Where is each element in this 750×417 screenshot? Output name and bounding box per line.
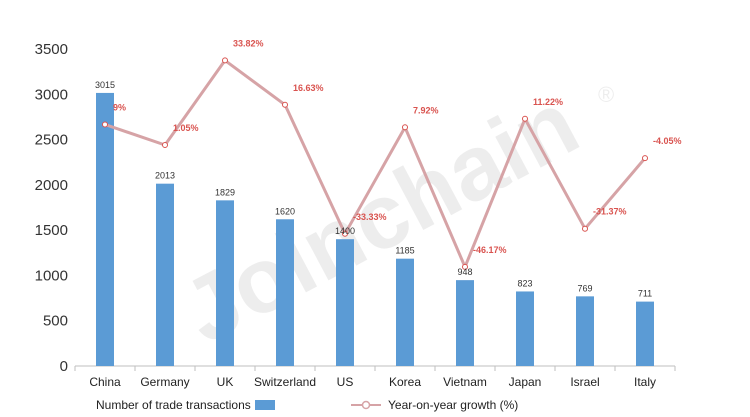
growth-label-7: 11.22%: [533, 97, 563, 107]
legend-label-line: Year-on-year growth (%): [388, 398, 518, 412]
bar-8: [576, 296, 594, 366]
y-tick-label-7: 3500: [35, 41, 68, 58]
growth-point-4: [342, 230, 348, 237]
growth-label-0: 9%: [113, 102, 126, 112]
bar-9: [636, 301, 654, 366]
growth-label-4: -33.33%: [353, 212, 387, 222]
bar-5: [396, 258, 414, 366]
bar-0: [96, 92, 114, 367]
growth-label-6: -46.17%: [473, 245, 507, 255]
growth-point-2: [222, 57, 228, 64]
watermark-registered-mark: ®: [598, 82, 614, 107]
growth-label-2: 33.82%: [233, 38, 264, 48]
bars-layer: [96, 92, 654, 367]
growth-point-1: [162, 142, 168, 149]
bar-label-0: 3015: [95, 80, 115, 90]
growth-point-9: [642, 155, 648, 162]
bar-label-1: 2013: [155, 171, 175, 181]
bar-1: [156, 183, 174, 366]
x-tick-label-2: UK: [217, 375, 234, 389]
growth-point-7: [522, 115, 528, 122]
legend: Number of trade transactions Year-on-yea…: [96, 398, 518, 412]
x-tick-label-0: China: [89, 375, 121, 389]
y-tick-label-4: 2000: [35, 177, 68, 194]
bar-label-9: 711: [638, 289, 652, 299]
axis-layer: 0 500 1000 1500 2000 2500 3000 3500 China Germany…: [35, 41, 676, 389]
legend-label-bars: Number of trade transactions: [96, 398, 251, 412]
x-tick-label-5: Korea: [389, 375, 421, 389]
bar-7: [516, 291, 534, 366]
y-tick-label-0: 0: [60, 358, 68, 375]
x-tick-label-8: Israel: [570, 375, 599, 389]
bar-3: [276, 219, 294, 366]
growth-point-5: [402, 124, 408, 131]
bar-label-4: 1400: [335, 226, 355, 236]
growth-label-5: 7.92%: [413, 105, 439, 115]
legend-swatch-marker: [361, 400, 371, 410]
y-tick-label-6: 3000: [35, 86, 68, 103]
x-tick-label-4: US: [337, 375, 354, 389]
y-tick-label-1: 500: [43, 313, 68, 330]
growth-label-8: -31.37%: [593, 207, 627, 217]
x-tick-label-7: Japan: [509, 375, 542, 389]
growth-label-1: 1.05%: [173, 123, 199, 133]
bar-4: [336, 239, 354, 366]
growth-label-9: -4.05%: [653, 136, 682, 146]
bar-label-6: 948: [457, 267, 472, 277]
bar-2: [216, 200, 234, 366]
bar-label-7: 823: [517, 278, 532, 288]
growth-point-0: [102, 121, 108, 128]
bar-label-2: 1829: [215, 187, 235, 197]
growth-point-8: [582, 225, 588, 232]
line-layer: [102, 57, 648, 270]
growth-point-3: [282, 101, 288, 108]
growth-point-6: [462, 263, 468, 270]
bar-label-8: 769: [577, 283, 592, 293]
labels-layer: 3015 2013 1829 1620 1400 1185 948 823 769 711 9% 1.…: [95, 38, 682, 298]
bar-label-5: 1185: [395, 246, 414, 256]
bar-label-3: 1620: [275, 206, 295, 216]
y-tick-label-2: 1000: [35, 267, 68, 284]
legend-swatch-bars: [255, 400, 275, 410]
growth-line: [104, 58, 647, 269]
x-tick-label-9: Italy: [634, 375, 656, 389]
y-tick-label-3: 1500: [35, 222, 68, 239]
x-tick-label-6: Vietnam: [443, 375, 487, 389]
y-tick-label-5: 2500: [35, 132, 68, 149]
growth-label-3: 16.63%: [293, 83, 324, 93]
x-tick-label-1: Germany: [140, 375, 189, 389]
x-tick-label-3: Switzerland: [254, 375, 316, 389]
bar-6: [456, 280, 474, 366]
